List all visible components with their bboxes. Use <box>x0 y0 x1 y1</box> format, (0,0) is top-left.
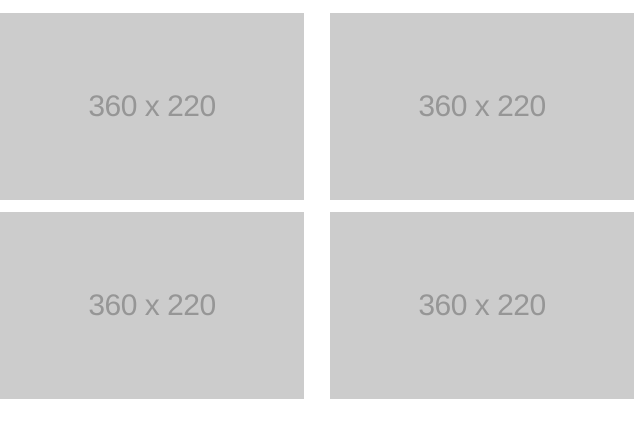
placeholder-image[interactable]: 360 x 220 <box>330 212 634 399</box>
placeholder-image[interactable]: 360 x 220 <box>0 13 304 200</box>
placeholder-image-label: 360 x 220 <box>88 288 216 322</box>
placeholder-image[interactable]: 360 x 220 <box>330 13 634 200</box>
placeholder-image-label: 360 x 220 <box>88 89 216 123</box>
placeholder-image[interactable]: 360 x 220 <box>0 212 304 399</box>
placeholder-image-label: 360 x 220 <box>418 89 546 123</box>
placeholder-image-label: 360 x 220 <box>418 288 546 322</box>
